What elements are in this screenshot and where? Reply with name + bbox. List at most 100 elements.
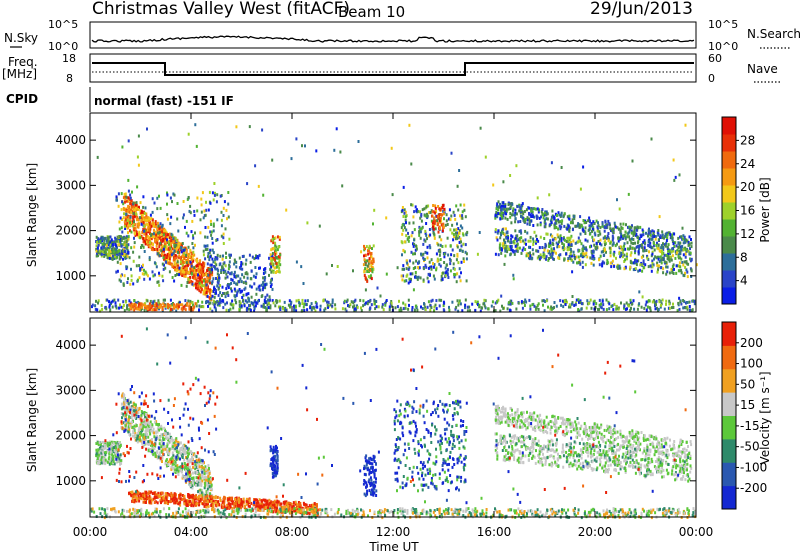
radar-cell bbox=[113, 298, 116, 302]
radar-cell bbox=[424, 263, 427, 267]
radar-cell bbox=[434, 204, 437, 208]
radar-cell bbox=[270, 278, 273, 282]
radar-cell bbox=[294, 304, 297, 308]
radar-cell bbox=[187, 257, 189, 261]
radar-cell bbox=[453, 267, 456, 271]
radar-cell bbox=[148, 219, 151, 222]
radar-cell bbox=[132, 434, 134, 438]
radar-cell bbox=[164, 232, 167, 236]
radar-cell bbox=[628, 247, 630, 251]
radar-cell bbox=[465, 279, 468, 283]
radar-cell bbox=[331, 298, 334, 302]
radar-cell bbox=[420, 227, 423, 231]
radar-cell bbox=[643, 249, 646, 253]
radar-cell bbox=[268, 299, 271, 302]
radar-cell bbox=[253, 282, 256, 286]
radar-cell bbox=[520, 214, 522, 218]
radar-cell bbox=[152, 274, 155, 278]
radar-cell bbox=[676, 249, 679, 252]
radar-cell bbox=[415, 304, 418, 308]
radar-cell bbox=[157, 252, 160, 256]
radar-cell bbox=[362, 299, 365, 303]
radar-cell bbox=[172, 265, 175, 269]
radar-cell bbox=[477, 303, 479, 307]
radar-cell bbox=[245, 308, 248, 312]
radar-cell bbox=[159, 206, 162, 210]
radar-cell bbox=[158, 231, 161, 234]
radar-cell bbox=[123, 220, 126, 224]
colorbar-tick-label: 20 bbox=[740, 180, 755, 194]
radar-cell bbox=[250, 295, 253, 299]
colorbar-tick-label: 4 bbox=[740, 274, 748, 288]
radar-cell bbox=[557, 218, 560, 222]
radar-cell bbox=[429, 246, 432, 250]
radar-cell bbox=[241, 255, 244, 258]
radar-cell bbox=[122, 300, 125, 304]
radar-cell bbox=[271, 287, 274, 291]
radar-cell bbox=[218, 303, 221, 307]
radar-cell bbox=[433, 224, 436, 228]
radar-cell bbox=[619, 229, 622, 233]
radar-cell bbox=[451, 223, 454, 227]
radar-cell bbox=[595, 219, 598, 223]
radar-cell bbox=[422, 252, 425, 256]
radar-cell bbox=[554, 237, 557, 241]
radar-cell bbox=[230, 281, 233, 285]
radar-cell bbox=[128, 223, 131, 227]
radar-cell bbox=[162, 263, 165, 267]
radar-cell bbox=[195, 278, 198, 282]
radar-cell bbox=[665, 302, 667, 306]
radar-cell bbox=[640, 255, 643, 259]
radar-cell bbox=[455, 228, 458, 231]
radar-cell bbox=[557, 227, 560, 231]
radar-cell bbox=[228, 253, 231, 257]
radar-cell bbox=[427, 280, 430, 284]
radar-cell bbox=[118, 442, 121, 446]
radar-cell bbox=[168, 260, 171, 263]
radar-cell bbox=[133, 302, 136, 306]
radar-cell bbox=[143, 239, 146, 243]
radar-cell bbox=[595, 302, 598, 306]
radar-cell bbox=[201, 300, 204, 304]
power-y-axis-label: Slant Range [km] bbox=[25, 163, 39, 267]
radar-cell bbox=[269, 267, 272, 271]
radar-cell bbox=[505, 231, 508, 235]
radar-cell bbox=[214, 300, 217, 304]
radar-cell bbox=[590, 261, 593, 265]
radar-cell bbox=[97, 243, 100, 247]
radar-cell bbox=[481, 306, 483, 310]
radar-cell bbox=[162, 256, 165, 260]
radar-cell bbox=[370, 266, 373, 270]
radar-cell bbox=[207, 273, 210, 277]
radar-cell bbox=[122, 303, 125, 307]
radar-cell bbox=[677, 255, 680, 258]
radar-cell bbox=[627, 225, 629, 229]
radar-cell bbox=[407, 281, 410, 285]
radar-cell bbox=[114, 241, 117, 245]
radar-cell bbox=[419, 236, 422, 240]
radar-cell bbox=[431, 210, 434, 214]
radar-cell bbox=[278, 260, 281, 264]
radar-cell bbox=[140, 209, 143, 213]
radar-cell bbox=[606, 258, 609, 262]
radar-cell bbox=[591, 252, 594, 256]
radar-cell bbox=[134, 407, 137, 411]
radar-cell bbox=[95, 244, 98, 248]
radar-cell bbox=[579, 262, 582, 266]
radar-cell bbox=[419, 216, 422, 220]
radar-cell bbox=[457, 301, 460, 305]
radar-cell bbox=[584, 230, 587, 234]
radar-cell bbox=[100, 246, 103, 250]
radar-cell bbox=[247, 297, 250, 301]
radar-cell bbox=[458, 248, 461, 252]
radar-cell bbox=[127, 235, 130, 239]
radar-cell bbox=[226, 301, 228, 305]
radar-cell bbox=[501, 207, 504, 211]
radar-cell bbox=[190, 258, 193, 262]
radar-cell bbox=[621, 226, 624, 230]
radar-cell bbox=[195, 144, 198, 148]
radar-cell bbox=[523, 304, 526, 307]
radar-cell bbox=[607, 239, 610, 243]
radar-cell bbox=[234, 295, 237, 299]
radar-cell bbox=[504, 254, 507, 258]
